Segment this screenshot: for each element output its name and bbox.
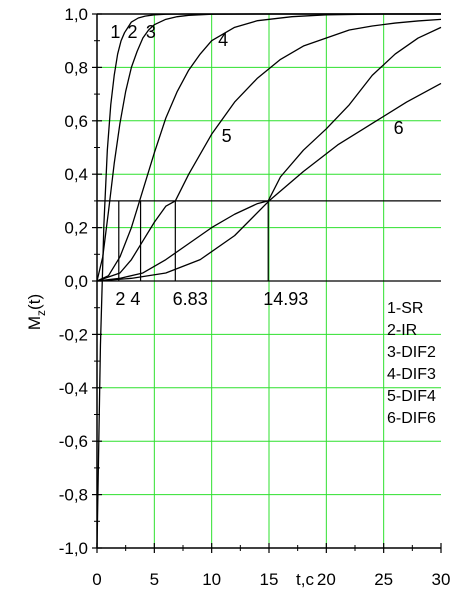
series-line-4 <box>96 18 442 282</box>
y-tick-label: 0,4 <box>64 165 88 184</box>
curve-label-3: 3 <box>146 22 156 42</box>
y-tick-label: 0,0 <box>64 272 88 291</box>
series-line-2 <box>96 13 441 282</box>
y-axis-label-sub: z <box>34 310 48 316</box>
legend: 1-SR 2-IR 3-DIF2 4-DIF3 5-DIF4 6-DIF6 <box>387 300 436 427</box>
y-tick-label: 1,0 <box>64 5 88 24</box>
crossing-label: 14.93 <box>263 289 308 309</box>
series-line-6 <box>96 82 442 282</box>
legend-entry: 6-DIF6 <box>387 410 436 427</box>
crossing-label: 6.83 <box>173 289 208 309</box>
x-axis-label: t,c <box>296 570 314 589</box>
y-tick-label: 0,2 <box>64 219 88 238</box>
y-axis-label: Mz(t) <box>25 294 48 330</box>
crossing-label: 2 4 <box>115 289 140 309</box>
curve-label-6: 6 <box>394 118 404 138</box>
y-tick-label: -0,2 <box>59 325 88 344</box>
legend-entry: 3-DIF2 <box>387 344 436 361</box>
y-axis-label-main: M <box>25 316 44 330</box>
x-tick-label: 10 <box>202 570 221 589</box>
series-layer <box>96 13 442 549</box>
y-tick-label: 0,8 <box>64 58 88 77</box>
y-axis-label-tail: (t) <box>25 294 44 310</box>
x-tick-label: 15 <box>260 570 279 589</box>
x-tick-label: 20 <box>317 570 336 589</box>
y-tick-label: -1,0 <box>59 539 88 558</box>
legend-entry: 2-IR <box>387 322 417 339</box>
y-tick-label: 0,6 <box>64 112 88 131</box>
x-tick-label: 30 <box>432 570 451 589</box>
curve-label-4: 4 <box>218 30 228 50</box>
x-tick-label: 5 <box>150 570 159 589</box>
legend-entry: 4-DIF3 <box>387 366 436 383</box>
y-tick-label: -0,6 <box>59 432 88 451</box>
label-layer: 1 2 3 4 5 6 2 4 6.83 14.93 <box>110 22 403 309</box>
curve-label-2: 2 <box>128 22 138 42</box>
x-tick-label: 25 <box>374 570 393 589</box>
y-tick-label: -0,8 <box>59 486 88 505</box>
legend-entry: 5-DIF4 <box>387 388 436 405</box>
x-tick-label: 0 <box>92 570 101 589</box>
y-tick-label: -0,4 <box>59 379 88 398</box>
series-line-3 <box>96 13 441 282</box>
legend-entry: 1-SR <box>387 300 423 317</box>
curve-label-5: 5 <box>222 126 232 146</box>
curve-label-1: 1 <box>110 22 120 42</box>
